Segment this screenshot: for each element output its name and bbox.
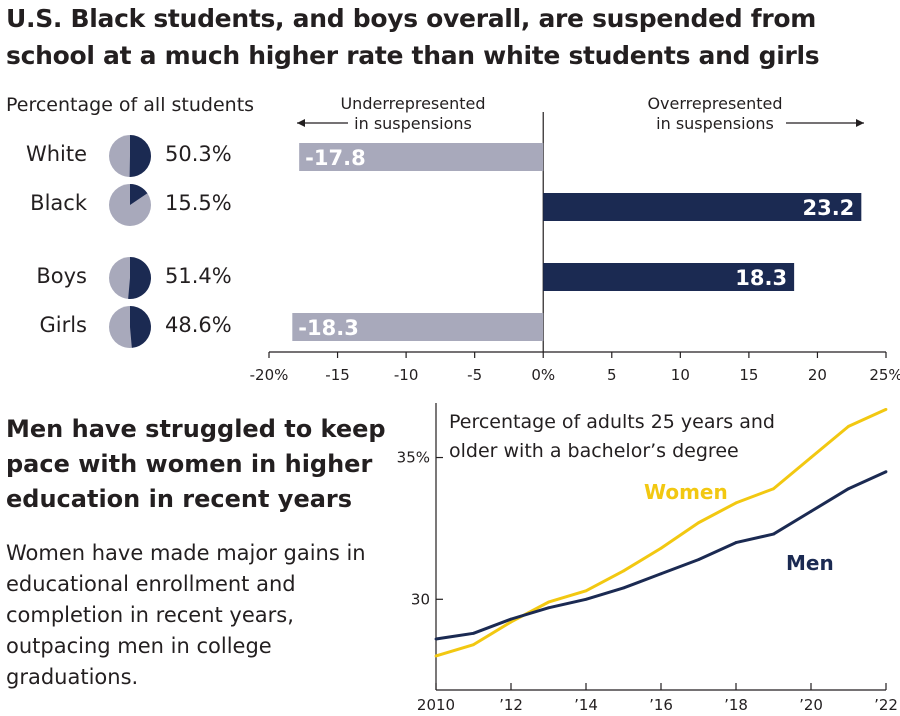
line-point-men bbox=[772, 532, 775, 536]
bar-x-tick-label: -20% bbox=[250, 366, 289, 384]
line-x-tick-label: ’20 bbox=[799, 696, 823, 714]
line-point-women bbox=[697, 521, 700, 525]
over-note: Overrepresented in suspensions bbox=[647, 94, 783, 133]
group-label-black: Black bbox=[30, 191, 87, 215]
pie-white-slice bbox=[129, 135, 151, 177]
line-point-men bbox=[472, 631, 475, 635]
line-y-tick-label: 30 bbox=[411, 590, 430, 608]
group-label-white: White bbox=[25, 142, 87, 166]
series-label-women: Women bbox=[644, 480, 728, 504]
line-point-women bbox=[434, 654, 438, 658]
bar-x-tick-label: 20 bbox=[808, 366, 827, 384]
line-point-women bbox=[734, 501, 738, 505]
section-title: Men have struggled to keep pace with wom… bbox=[6, 415, 386, 513]
line-point-men bbox=[547, 606, 550, 610]
line-point-women bbox=[509, 620, 513, 624]
line-x-tick-label: ’18 bbox=[724, 696, 748, 714]
bar-x-tick-label: 25% bbox=[869, 366, 900, 384]
pie-white bbox=[109, 135, 151, 177]
bar-value-label-white: -17.8 bbox=[305, 146, 366, 170]
line-point-women bbox=[622, 569, 625, 573]
bar-x-tick-label: -15 bbox=[325, 366, 350, 384]
arrow-right-head bbox=[856, 119, 864, 127]
bar-x-tick-label: 10 bbox=[671, 366, 690, 384]
line-point-women bbox=[472, 643, 475, 647]
group-share-boys: 51.4% bbox=[165, 264, 232, 288]
line-point-women bbox=[659, 546, 663, 550]
line-chart-title-line-1: Percentage of adults 25 years and bbox=[449, 411, 775, 433]
line-point-women bbox=[809, 456, 813, 459]
pie-girls bbox=[109, 306, 151, 348]
line-point-men bbox=[884, 470, 888, 474]
line-point-men bbox=[809, 509, 813, 513]
bar-value-label-black: 23.2 bbox=[802, 196, 854, 220]
suspension-bar-chart: -20% -15 -10 -5 0% 5 10 15 20 25% -17.8 23.2 18.3 -18… bbox=[250, 112, 900, 384]
bar-x-tick-label: -10 bbox=[394, 366, 419, 384]
group-share-girls: 48.6% bbox=[165, 313, 232, 337]
bar-white bbox=[299, 143, 544, 171]
line-x-tick-label: ’14 bbox=[574, 696, 598, 714]
group-share-black: 15.5% bbox=[165, 191, 232, 215]
group-label-boys: Boys bbox=[36, 264, 87, 288]
line-point-women bbox=[884, 407, 888, 411]
section-body: Women have made major gains in education… bbox=[6, 541, 366, 689]
bar-value-label-girls: -18.3 bbox=[298, 316, 359, 340]
series-label-men: Men bbox=[786, 551, 834, 575]
pct-header: Percentage of all students bbox=[6, 94, 255, 116]
line-point-men bbox=[734, 541, 738, 544]
line-point-men bbox=[434, 637, 438, 641]
line-point-women bbox=[584, 589, 588, 593]
bar-x-tick-label: 5 bbox=[607, 366, 617, 384]
page-title: U.S. Black students, and boys overall, a… bbox=[6, 4, 820, 70]
bar-girls bbox=[292, 313, 544, 341]
line-x-tick-label: ’16 bbox=[649, 696, 673, 714]
line-point-men bbox=[622, 586, 625, 590]
line-chart-title-line-2: older with a bachelor’s degree bbox=[449, 440, 739, 462]
pie-black-slice bbox=[130, 184, 148, 205]
line-point-men bbox=[697, 558, 700, 561]
under-note: Underrepresented in suspensions bbox=[340, 94, 486, 133]
line-x-tick-label: 2010 bbox=[417, 696, 455, 714]
line-x-tick-label: ’12 bbox=[499, 696, 523, 714]
bar-boys bbox=[543, 263, 795, 291]
pie-black bbox=[109, 184, 151, 226]
pie-boys-slice bbox=[128, 257, 151, 299]
line-x-tick-label: ’22 bbox=[874, 696, 898, 714]
bar-x-tick-label: 15 bbox=[739, 366, 758, 384]
bar-black bbox=[543, 193, 862, 221]
pie-girls-slice bbox=[130, 306, 151, 348]
group-label-girls: Girls bbox=[39, 313, 87, 337]
line-point-women bbox=[547, 600, 550, 604]
bar-x-tick-label: 0% bbox=[531, 366, 555, 384]
bar-value-label-boys: 18.3 bbox=[735, 266, 787, 290]
line-point-men bbox=[847, 487, 850, 491]
line-point-women bbox=[772, 487, 775, 491]
line-point-women bbox=[847, 424, 850, 428]
bar-x-tick-label: -5 bbox=[467, 366, 482, 384]
group-share-white: 50.3% bbox=[165, 142, 232, 166]
line-point-men bbox=[659, 572, 663, 576]
line-point-men bbox=[584, 597, 588, 601]
line-y-tick-label: 35% bbox=[397, 449, 430, 467]
line-point-men bbox=[509, 617, 513, 621]
arrow-left-head bbox=[297, 119, 305, 127]
pie-boys bbox=[109, 257, 151, 299]
